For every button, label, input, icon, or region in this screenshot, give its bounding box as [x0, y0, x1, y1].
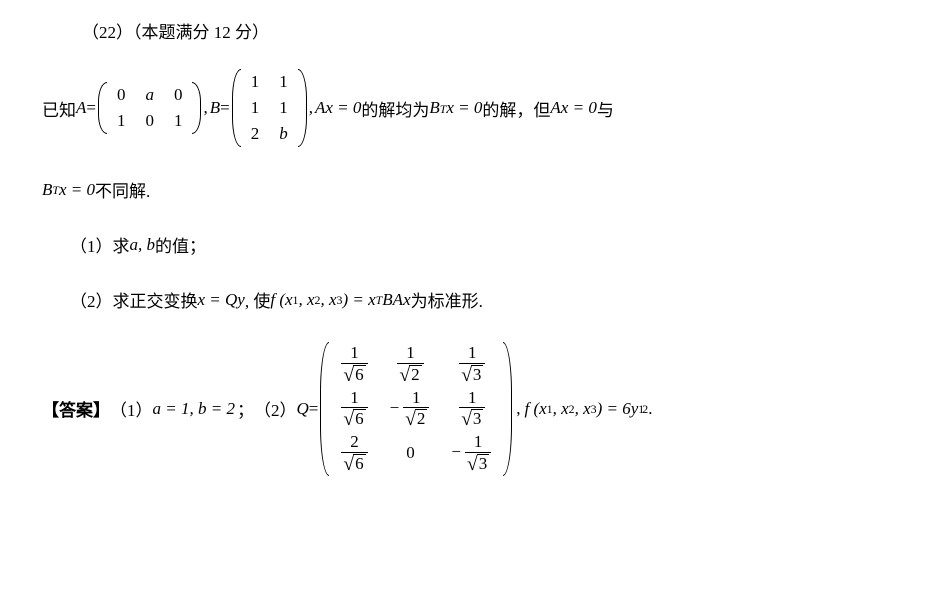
ans-p2-num: （2）	[254, 396, 297, 421]
ax0-b: Ax = 0	[550, 98, 596, 118]
ans-rp: ) = 6y	[597, 399, 639, 419]
q2-rp: ) = x	[342, 290, 375, 310]
q2-supT: T	[376, 293, 383, 308]
ans-p1-num: （1）	[110, 396, 153, 421]
cn-mid-3: 与	[597, 96, 614, 121]
Q-2-1: 0	[380, 431, 442, 476]
B-1-0: 1	[241, 95, 270, 121]
A-0-2: 0	[164, 82, 193, 108]
B-2-1: b	[269, 121, 298, 147]
q2-f: f (x	[270, 290, 292, 310]
l2-cn: 不同解.	[95, 177, 150, 202]
q2-s1: 1	[293, 293, 299, 308]
given-line-1: 已知 A = 0 a 0 1 0 1 , B =	[42, 69, 901, 147]
sym-B: B	[210, 98, 220, 118]
matrix-B: 1 1 1 1 2 b	[232, 69, 307, 147]
question-1: （1）求 a, b 的值；	[42, 232, 901, 257]
q1-label: （1）求	[70, 232, 130, 257]
matrix-Q-left-paren	[320, 342, 329, 476]
B-1-1: 1	[269, 95, 298, 121]
cn-mid-2: 的解，但	[482, 96, 550, 121]
matrix-Q-body: 1√61√21√3 1√6−1√21√3 2√60−1√3	[329, 342, 503, 476]
answer-label: 【答案】	[42, 396, 110, 421]
A-1-0: 1	[107, 108, 136, 134]
ans-s3: 3	[591, 402, 597, 417]
problem-header: （22）（本题满分 12 分）	[42, 18, 901, 43]
q2-c1: , x	[298, 290, 314, 310]
comma-1: ,	[203, 98, 207, 118]
ans-eq: =	[309, 399, 319, 419]
q2-after: BAx	[382, 290, 410, 310]
matrix-A-body: 0 a 0 1 0 1	[107, 82, 193, 134]
q2-s2: 2	[315, 293, 321, 308]
matrix-B-left-paren	[232, 69, 241, 147]
Q-0-2: 1√3	[441, 342, 503, 387]
matrix-A-left-paren	[98, 82, 107, 134]
l2-B: B	[42, 180, 52, 200]
l2-T: T	[52, 183, 59, 198]
eq-1: =	[86, 98, 96, 118]
Q-1-1: −1√2	[380, 387, 442, 432]
matrix-A-right-paren	[192, 82, 201, 134]
known-prefix: 已知	[42, 96, 76, 121]
Q-0-1: 1√2	[380, 342, 442, 387]
comma-2: ,	[309, 98, 313, 118]
btx0-tail: x = 0	[446, 98, 482, 118]
B-2-0: 2	[241, 121, 270, 147]
ans-period: .	[648, 399, 652, 419]
given-line-2: BTx = 0 不同解.	[42, 177, 901, 202]
q2-label: （2）求正交变换	[70, 287, 198, 312]
cn-mid-1: 的解均为	[361, 96, 429, 121]
header-text: （22）（本题满分 12 分）	[82, 18, 269, 43]
ans-Q: Q	[296, 399, 308, 419]
q2-mid: , 使	[245, 287, 271, 312]
Q-1-0: 1√6	[329, 387, 379, 432]
Q-2-0: 2√6	[329, 431, 379, 476]
ans-p1-sep: ；	[237, 396, 254, 421]
Q-2-2: −1√3	[441, 431, 503, 476]
B-0-1: 1	[269, 69, 298, 95]
q2-c2: , x	[320, 290, 336, 310]
btx0-B: B	[429, 98, 439, 118]
ans-c1: , x	[553, 399, 569, 419]
matrix-A: 0 a 0 1 0 1	[98, 82, 202, 134]
A-1-2: 1	[164, 108, 193, 134]
matrix-B-right-paren	[298, 69, 307, 147]
q1-vars: a, b	[130, 235, 156, 255]
ans-c2: , x	[575, 399, 591, 419]
ans-s2: 2	[569, 402, 575, 417]
q2-eq: x = Qy	[198, 290, 245, 310]
sym-A: A	[76, 98, 86, 118]
matrix-Q: 1√61√21√3 1√6−1√21√3 2√60−1√3	[320, 342, 512, 476]
A-1-1: 0	[135, 108, 164, 134]
matrix-Q-right-paren	[503, 342, 512, 476]
ans-ysup: 2	[642, 402, 648, 417]
answer-line: 【答案】 （1） a = 1, b = 2 ； （2） Q = 1√61√21√…	[42, 342, 901, 476]
B-0-0: 1	[241, 69, 270, 95]
eq-2: =	[220, 98, 230, 118]
math-problem-page: （22）（本题满分 12 分） 已知 A = 0 a 0 1 0 1 ,	[0, 0, 943, 476]
l2-tail: x = 0	[59, 180, 95, 200]
q1-tail: 的值；	[155, 232, 206, 257]
ans-comma: ,	[516, 399, 520, 419]
ans-s1: 1	[547, 402, 553, 417]
matrix-B-body: 1 1 1 1 2 b	[241, 69, 298, 147]
q2-tail: 为标准形.	[411, 287, 483, 312]
q2-s3: 3	[337, 293, 343, 308]
ans-p1-eq: a = 1, b = 2	[153, 399, 235, 419]
Q-0-0: 1√6	[329, 342, 379, 387]
A-0-0: 0	[107, 82, 136, 108]
Q-1-2: 1√3	[441, 387, 503, 432]
ans-f-lhs: f (x	[524, 399, 546, 419]
question-2: （2）求正交变换 x = Qy , 使 f (x1, x2, x3) = xTB…	[42, 287, 901, 312]
ax0-a: Ax = 0	[315, 98, 361, 118]
btx0-T: T	[440, 102, 447, 117]
A-0-1: a	[135, 82, 164, 108]
